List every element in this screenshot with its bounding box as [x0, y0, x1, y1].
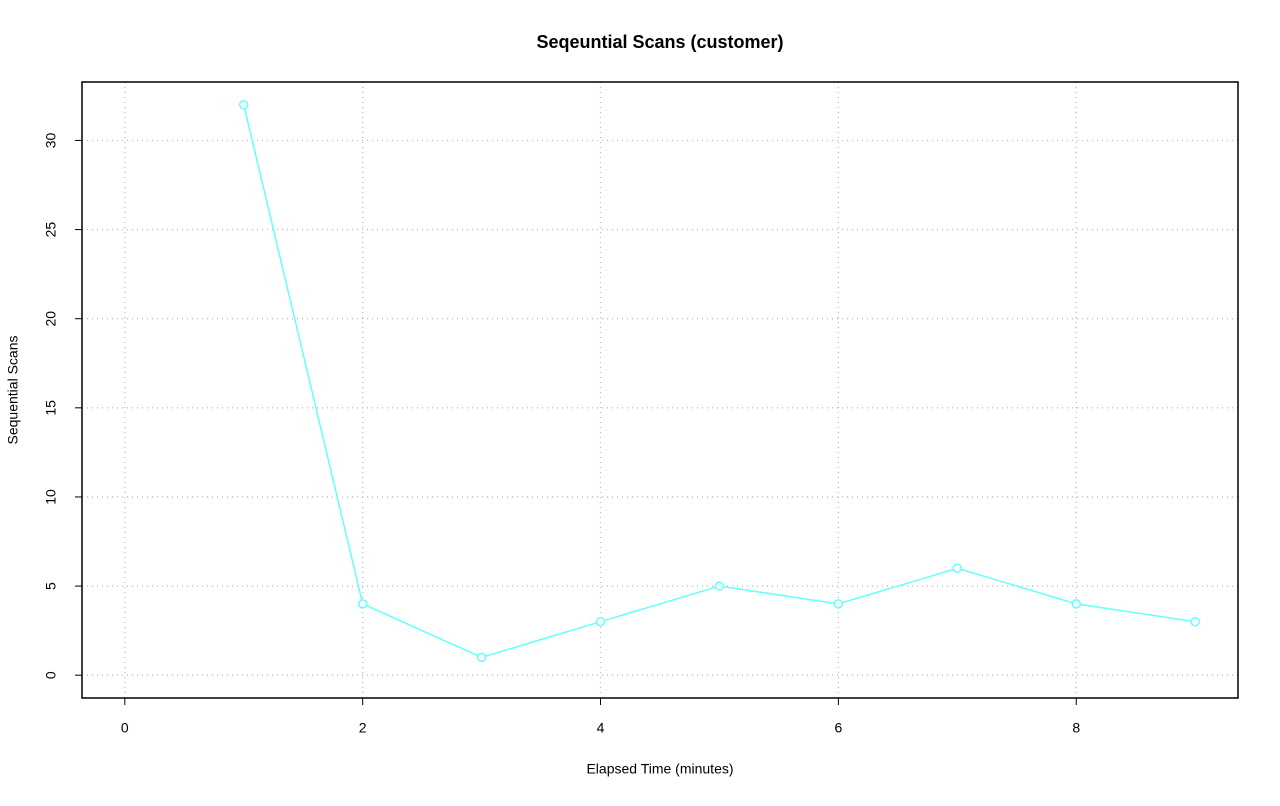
y-tick-label: 30 — [43, 132, 59, 148]
chart-title: Seqeuntial Scans (customer) — [536, 32, 783, 52]
data-point — [357, 599, 368, 609]
x-tick-label: 8 — [1072, 720, 1080, 736]
x-tick-label: 4 — [597, 720, 605, 736]
y-tick-label: 20 — [43, 311, 59, 327]
data-point — [238, 100, 249, 110]
y-tick-label: 0 — [43, 671, 59, 679]
data-point — [1190, 616, 1200, 627]
y-tick-label: 15 — [43, 400, 59, 416]
y-tick-label: 25 — [43, 222, 59, 238]
data-point — [952, 563, 963, 573]
y-tick-label: 10 — [43, 489, 59, 505]
data-point — [1071, 599, 1082, 609]
data-point — [476, 652, 487, 663]
x-axis-label: Elapsed Time (minutes) — [586, 761, 733, 777]
y-tick-label: 5 — [43, 582, 59, 590]
x-tick-label: 0 — [121, 720, 129, 736]
plot-frame — [81, 81, 1239, 699]
data-point — [595, 616, 606, 627]
x-tick-label: 2 — [359, 720, 367, 736]
data-point — [714, 581, 725, 591]
data-point — [833, 599, 844, 609]
y-axis-label: Sequential Scans — [5, 336, 21, 445]
x-tick-label: 6 — [834, 720, 842, 736]
data-line — [243, 104, 1196, 659]
